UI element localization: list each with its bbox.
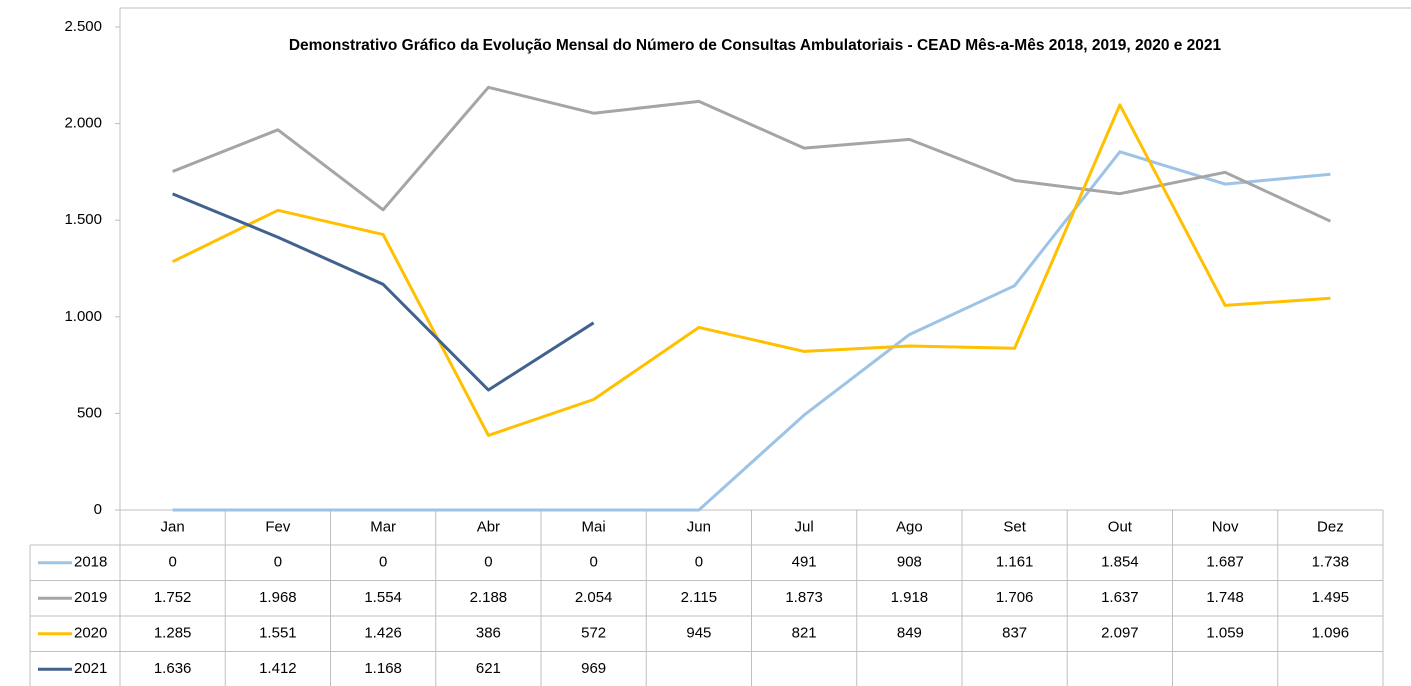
series-line [172,85,1332,223]
table-value: 0 [484,554,492,571]
x-tick-label: Ago [896,518,923,535]
table-value: 2.054 [575,589,613,606]
table-value: 1.637 [1101,589,1139,606]
table-value: 1.495 [1312,589,1350,606]
y-tick-label: 1.500 [64,211,102,228]
table-value: 0 [695,554,703,571]
table-value: 1.873 [785,589,823,606]
table-value: 1.854 [1101,554,1139,571]
table-value: 2.115 [681,589,717,606]
table-value: 1.738 [1312,554,1350,571]
series-line [172,150,1331,512]
table-value: 945 [686,625,711,642]
x-tick-label: Mai [582,518,606,535]
table-value: 572 [581,625,606,642]
series-line [172,192,595,392]
x-tick-label: Set [1003,518,1026,535]
table-value: 1.554 [364,589,402,606]
table-value: 621 [476,660,501,677]
x-tick-label: Jul [795,518,814,535]
table-value: 1.748 [1206,589,1244,606]
legend-label: 2019 [74,589,107,606]
table-value: 2.188 [470,589,508,606]
table-value: 386 [476,625,501,642]
table-value: 1.285 [154,625,192,642]
table-value: 0 [379,554,387,571]
table-value: 0 [589,554,597,571]
table-value: 1.412 [259,660,297,677]
x-tick-label: Abr [477,518,500,535]
table-value: 1.096 [1312,625,1350,642]
table-value: 1.059 [1206,625,1244,642]
legend-label: 2020 [74,625,107,642]
chart-title: Demonstrativo Gráfico da Evolução Mensal… [289,37,1222,54]
series-line [171,103,1331,437]
table-value: 849 [897,625,922,642]
table-value: 0 [274,554,282,571]
table-value: 491 [792,554,817,571]
table-value: 1.161 [996,554,1034,571]
table-value: 1.687 [1206,554,1244,571]
table-value: 821 [792,625,817,642]
table-value: 1.551 [259,625,297,642]
table-value: 2.097 [1101,625,1139,642]
table-value: 0 [168,554,176,571]
y-tick-label: 1.000 [64,308,102,325]
x-tick-label: Out [1108,518,1133,535]
table-value: 1.918 [891,589,929,606]
x-tick-label: Jun [687,518,711,535]
y-tick-label: 0 [94,501,102,518]
x-tick-label: Dez [1317,518,1344,535]
table-value: 1.706 [996,589,1034,606]
y-tick-label: 2.500 [64,18,102,35]
y-tick-label: 500 [77,404,102,421]
x-tick-label: Nov [1212,518,1239,535]
x-tick-label: Mar [370,518,396,535]
table-value: 1.168 [364,660,402,677]
legend-label: 2018 [74,554,107,571]
table-value: 969 [581,660,606,677]
table-value: 1.426 [364,625,402,642]
table-value: 1.968 [259,589,297,606]
table-value: 1.636 [154,660,192,677]
x-tick-label: Fev [265,518,291,535]
x-tick-label: Jan [161,518,185,535]
table-value: 1.752 [154,589,192,606]
table-value: 837 [1002,625,1027,642]
y-tick-label: 2.000 [64,115,102,132]
legend-label: 2021 [74,660,107,677]
table-value: 908 [897,554,922,571]
